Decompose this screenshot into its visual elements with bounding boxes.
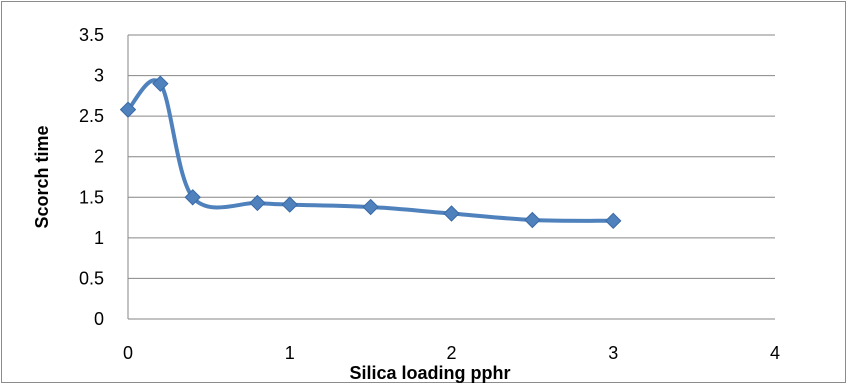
x-tick-label: 0 — [123, 343, 133, 363]
x-tick-label: 4 — [770, 343, 780, 363]
y-tick-labels: 0 0.5 1 1.5 2 2.5 3 3.5 — [79, 25, 104, 329]
y-tick-label: 0 — [94, 309, 104, 329]
y-tick-label: 1 — [94, 228, 104, 248]
data-point-marker — [281, 196, 298, 213]
x-tick-labels: 0 1 2 3 4 — [123, 343, 780, 363]
series-layer — [119, 75, 622, 230]
x-axis-title: Silica loading pphr — [349, 363, 510, 383]
gridlines — [128, 34, 775, 279]
x-tick-label: 3 — [608, 343, 618, 363]
y-tick-label: 1.5 — [79, 187, 104, 207]
y-tick-label: 0.5 — [79, 268, 104, 288]
data-point-marker — [605, 212, 622, 230]
y-tick-label: 2 — [94, 147, 104, 167]
data-point-marker — [443, 205, 460, 222]
data-point-marker — [249, 194, 266, 212]
data-point-marker — [119, 101, 137, 118]
data-point-marker — [184, 189, 201, 206]
data-point-marker — [362, 198, 379, 216]
x-tick-label: 1 — [285, 343, 295, 363]
axes — [127, 35, 775, 320]
y-tick-label: 3.5 — [79, 25, 104, 45]
y-axis-title: Scorch time — [32, 125, 52, 228]
y-tick-label: 2.5 — [79, 106, 104, 126]
x-tick-label: 2 — [446, 343, 456, 363]
data-point-marker — [152, 75, 169, 92]
data-point-marker — [524, 211, 541, 229]
y-tick-label: 3 — [94, 66, 104, 86]
